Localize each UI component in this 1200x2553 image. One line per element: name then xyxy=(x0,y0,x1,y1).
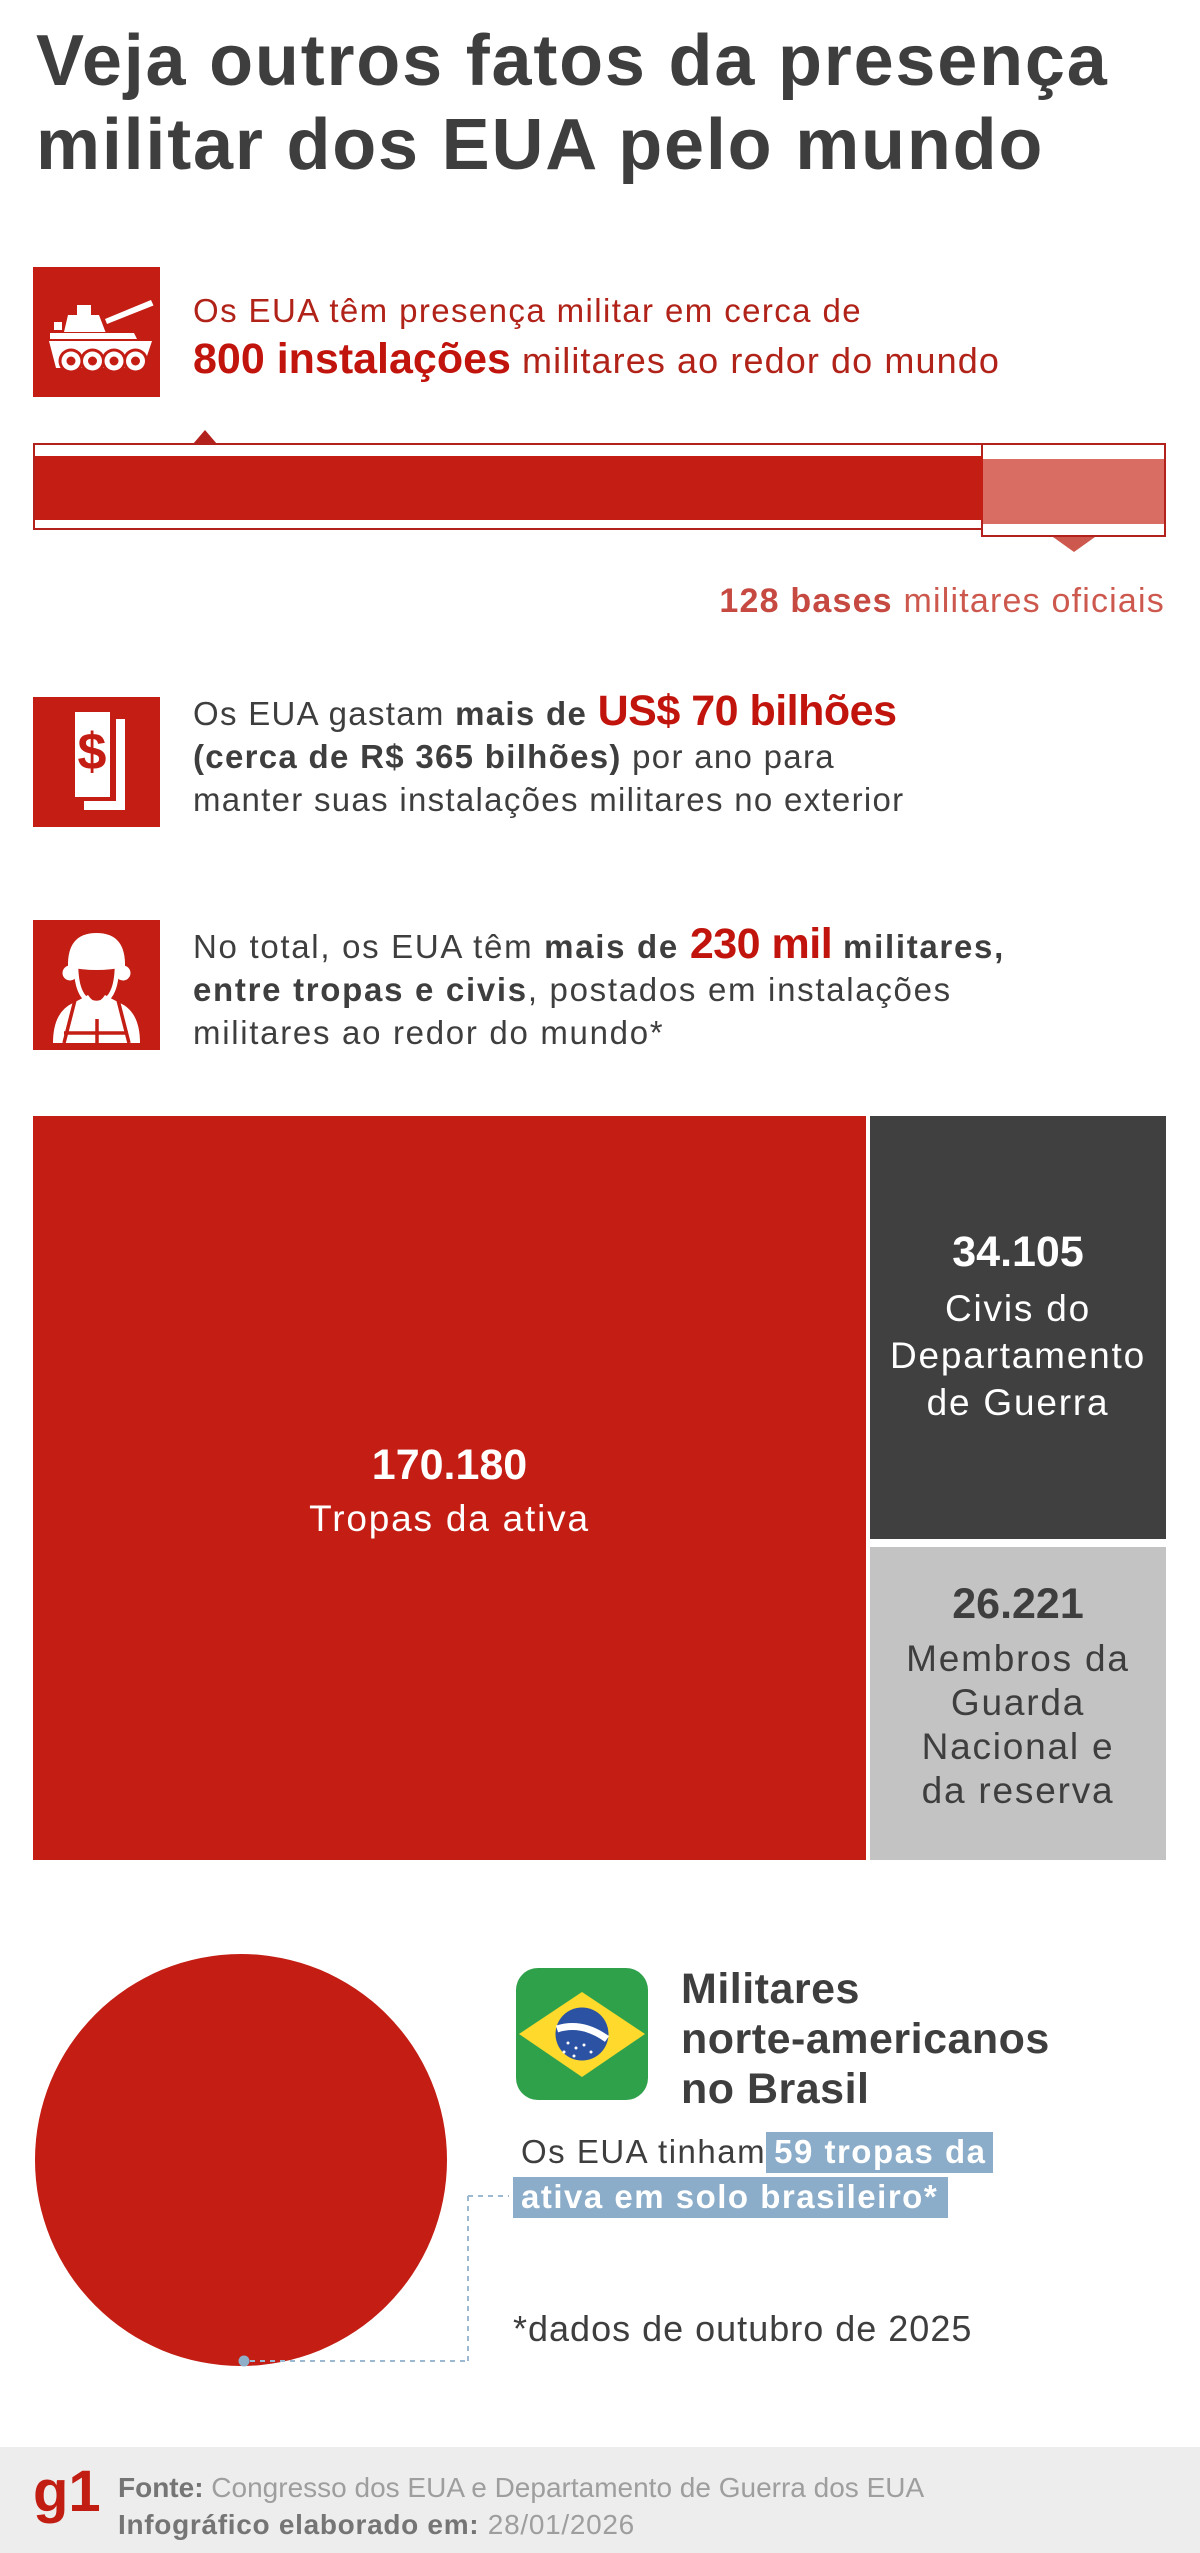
svg-text:$: $ xyxy=(78,723,107,781)
